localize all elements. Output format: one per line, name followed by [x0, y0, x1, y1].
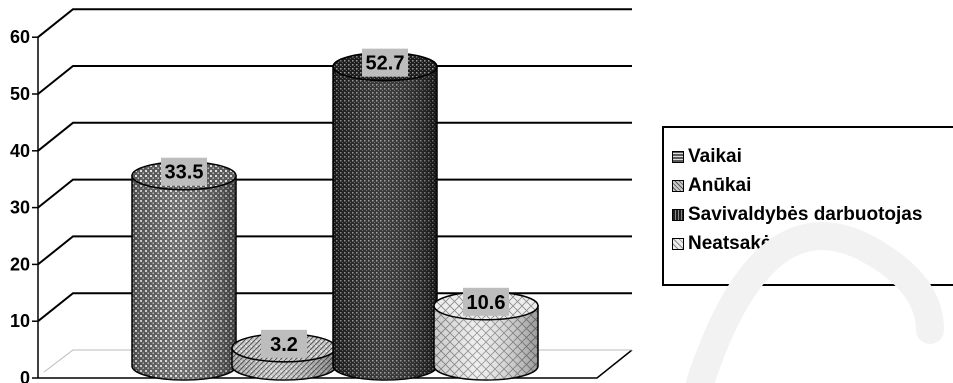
data-label-box	[161, 157, 207, 186]
data-label-box	[463, 287, 509, 316]
y-tick-label: 20	[10, 254, 30, 274]
cylinder-shading	[132, 175, 236, 380]
bar-an-kai	[231, 333, 337, 381]
gridline	[37, 121, 632, 152]
cylinder-shading	[333, 66, 437, 380]
data-label-box	[261, 329, 307, 358]
data-label: 3.2	[270, 334, 298, 356]
floor-edge	[38, 349, 633, 379]
legend-swatch	[672, 179, 684, 192]
legend-item: Anūkai	[672, 171, 953, 200]
y-tick-label: 40	[10, 141, 30, 161]
gridline	[37, 235, 632, 266]
bar-vaikai	[131, 160, 237, 381]
y-tick-label: 50	[10, 84, 30, 104]
cylinder-shading	[434, 305, 538, 380]
legend-item: Savivaldybės darbuotojas	[672, 200, 953, 229]
y-axis: 0 10 20 30 40 50 60	[10, 27, 38, 383]
data-label: 33.5	[165, 162, 204, 184]
legend-label: Anūkai	[688, 174, 752, 196]
legend-label: Neatsakė	[688, 232, 772, 254]
bar-neatsak-	[433, 291, 539, 381]
gridline	[37, 8, 632, 38]
data-labels: 33.5 3.2 52.7 10.6	[161, 48, 509, 358]
data-label-box	[362, 48, 408, 77]
gridline	[37, 65, 632, 95]
gridline	[37, 292, 632, 322]
legend-swatch	[672, 237, 684, 250]
gridlines	[37, 8, 632, 322]
bar-savivaldyb-s-darbuotojas	[332, 51, 438, 381]
legend-item: Neatsakė	[672, 229, 953, 258]
legend-label: Savivaldybės darbuotojas	[688, 203, 923, 225]
data-label: 52.7	[366, 53, 405, 75]
gridline	[37, 178, 632, 209]
y-tick-label: 0	[20, 368, 30, 383]
y-tick-label: 10	[10, 311, 30, 331]
data-label: 10.6	[467, 292, 506, 314]
bars	[131, 51, 539, 381]
legend-swatch	[672, 150, 684, 163]
y-tick-label: 30	[10, 198, 30, 218]
legend-label: Vaikai	[688, 145, 742, 167]
legend-item: Vaikai	[672, 142, 953, 171]
legend: Vaikai Anūkai Savivaldybės darbuotojas Neat…	[662, 126, 953, 286]
legend-swatch	[672, 208, 684, 221]
y-tick-label: 60	[10, 27, 30, 47]
